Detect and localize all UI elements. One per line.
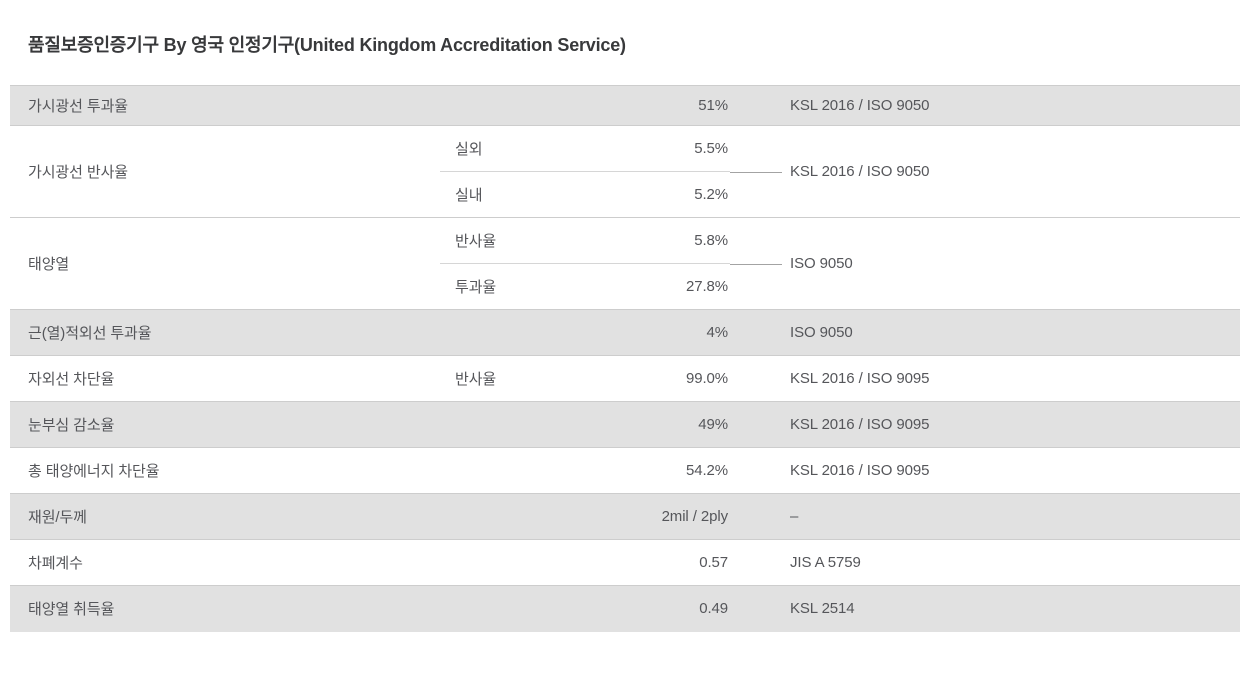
table-row: 재원/두께 2mil / 2ply – — [10, 493, 1240, 540]
property-value: 99.0% — [620, 355, 730, 402]
standard-label: KSL 2016 / ISO 9095 — [730, 401, 1240, 448]
property-label: 태양열 — [10, 217, 440, 310]
property-value: 51% — [620, 85, 730, 126]
sub-label — [440, 85, 620, 126]
property-label: 차폐계수 — [10, 539, 440, 586]
table-row: 태양열 취득율 0.49 KSL 2514 — [10, 585, 1240, 632]
standard-label: – — [730, 493, 1240, 540]
property-label: 태양열 취득율 — [10, 585, 440, 632]
page: 품질보증인증기구 By 영국 인정기구(United Kingdom Accre… — [10, 35, 1240, 632]
table-row: 가시광선 반사율 실외 5.5% KSL 2016 / ISO 9050 — [10, 125, 1240, 218]
sub-label — [440, 447, 620, 494]
sub-label — [440, 493, 620, 540]
table-row: 자외선 차단율 반사율 99.0% KSL 2016 / ISO 9095 — [10, 355, 1240, 402]
property-value: 2mil / 2ply — [620, 493, 730, 540]
property-value: 54.2% — [620, 447, 730, 494]
standard-label: KSL 2016 / ISO 9095 — [730, 355, 1240, 402]
property-label: 총 태양에너지 차단율 — [10, 447, 440, 494]
standard-label: KSL 2016 / ISO 9095 — [730, 447, 1240, 494]
table-row: 차폐계수 0.57 JIS A 5759 — [10, 539, 1240, 586]
sub-label: 실외 — [440, 125, 620, 172]
standard-label: KSL 2514 — [730, 585, 1240, 632]
property-value: 5.5% — [620, 125, 730, 172]
table-row: 태양열 반사율 5.8% ISO 9050 — [10, 217, 1240, 310]
property-value: 5.2% — [620, 171, 730, 218]
property-value: 4% — [620, 309, 730, 356]
standard-label: ISO 9050 — [730, 309, 1240, 356]
table-row: 가시광선 투과율 51% KSL 2016 / ISO 9050 — [10, 85, 1240, 126]
property-value: 0.49 — [620, 585, 730, 632]
table-row: 눈부심 감소율 49% KSL 2016 / ISO 9095 — [10, 401, 1240, 448]
property-label: 근(열)적외선 투과율 — [10, 309, 440, 356]
table-row: 근(열)적외선 투과율 4% ISO 9050 — [10, 309, 1240, 356]
property-label: 눈부심 감소율 — [10, 401, 440, 448]
property-label: 가시광선 투과율 — [10, 85, 440, 126]
sub-label: 투과율 — [440, 263, 620, 310]
property-label: 가시광선 반사율 — [10, 125, 440, 218]
property-value: 27.8% — [620, 263, 730, 310]
sub-label — [440, 585, 620, 632]
sub-label: 반사율 — [440, 217, 620, 264]
standard-label: ISO 9050 — [730, 217, 1240, 310]
standard-label: KSL 2016 / ISO 9050 — [730, 85, 1240, 126]
property-label: 재원/두께 — [10, 493, 440, 540]
sub-label — [440, 309, 620, 356]
sub-label — [440, 401, 620, 448]
table-row: 총 태양에너지 차단율 54.2% KSL 2016 / ISO 9095 — [10, 447, 1240, 494]
property-value: 5.8% — [620, 217, 730, 264]
standard-label: JIS A 5759 — [730, 539, 1240, 586]
sub-label: 반사율 — [440, 355, 620, 402]
page-title: 품질보증인증기구 By 영국 인정기구(United Kingdom Accre… — [28, 35, 626, 55]
property-value: 0.57 — [620, 539, 730, 586]
property-value: 49% — [620, 401, 730, 448]
sub-label — [440, 539, 620, 586]
property-label: 자외선 차단율 — [10, 355, 440, 402]
spec-table: 가시광선 투과율 51% KSL 2016 / ISO 9050 가시광선 반사… — [10, 85, 1240, 632]
sub-label: 실내 — [440, 171, 620, 218]
standard-label: KSL 2016 / ISO 9050 — [730, 125, 1240, 218]
